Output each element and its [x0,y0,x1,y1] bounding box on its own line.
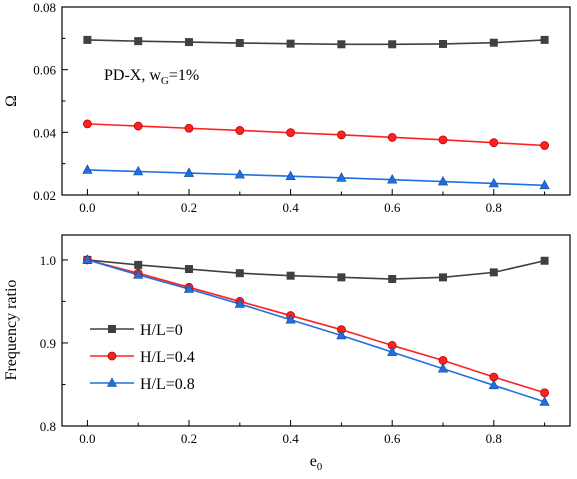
data-point-h-l-0-8 [133,165,144,176]
frequency-ratio-panel: 0.0 0.2 0.4 0.6 0.8 0.8 0.9 1.0 Frequency ratio… [3,234,571,473]
data-point-h-l-0 [388,275,397,284]
y-tick-label: 0.06 [33,63,56,78]
data-point-h-l-0-4 [83,119,92,129]
y-tick-label: 0.04 [33,125,56,140]
annotation-prefix: PD-X, w [104,67,161,84]
legend-marker-h-l-0-8 [106,377,118,387]
data-point-h-l-0-4 [235,126,245,135]
data-point-h-l-0 [388,40,397,49]
data-point-h-l-0-8 [539,396,550,406]
data-point-h-l-0-4 [184,123,194,133]
y-tick-label: 0.02 [33,188,56,203]
x-tick-label: 0.6 [384,431,401,446]
parameter-annotation: PD-X, wG=1% [104,67,199,87]
data-point-h-l-0 [286,39,295,48]
data-point-h-l-0-8 [387,346,398,356]
data-point-h-l-0-8 [183,167,195,177]
x-tick-label: 0.2 [181,200,197,215]
data-point-h-l-0 [439,39,447,48]
data-point-h-l-0 [540,256,549,265]
x-tick-label: 0.8 [486,200,502,215]
data-point-h-l-0-8 [234,298,245,308]
data-point-h-l-0 [134,260,143,269]
data-point-h-l-0-4 [286,128,296,138]
legend: H/L=0 H/L=0.4 H/L=0.8 [90,322,195,393]
frequency-ratio-y-axis-label: Frequency ratio [3,280,20,381]
data-point-h-l-0-8 [437,363,449,373]
x-axis-label-main: e [310,453,317,470]
data-point-h-l-0-8 [234,169,245,179]
data-point-h-l-0 [489,38,498,47]
data-point-h-l-0-4 [540,141,549,150]
x-tick-label: 0.4 [282,200,299,215]
data-point-h-l-0 [185,38,193,47]
data-point-h-l-0-8 [82,254,93,264]
data-point-h-l-0 [83,35,92,44]
data-point-h-l-0-8 [539,179,550,190]
y-tick-label: 0.9 [40,336,56,351]
legend-label-h-l-0-4: H/L=0.4 [140,349,195,366]
x-tick-label: 0.6 [384,200,401,215]
legend-marker-h-l-0 [108,325,116,333]
y-tick-label: 0.08 [33,0,56,15]
data-point-h-l-0-4 [133,121,143,131]
frequency-ratio-plot-frame [61,234,571,427]
omega-panel: 0.0 0.2 0.4 0.6 0.8 0.02 0.04 0.06 0.08 Ω PD-X, … [3,0,571,215]
legend-label-h-l-0: H/L=0 [140,322,183,339]
x-tick-label: 0.2 [181,431,197,446]
data-point-h-l-0-8 [488,177,499,188]
series-line-h-l-0-8 [87,169,545,187]
data-point-h-l-0 [185,265,193,274]
series-line-h-l-0 [87,39,545,46]
data-point-h-l-0-4 [387,132,397,142]
series-line-h-l-0-8 [87,259,545,403]
data-point-h-l-0 [489,268,498,277]
data-point-h-l-0-4 [540,388,549,398]
data-point-h-l-0-8 [488,379,499,390]
series-line-h-l-0-4 [87,123,545,147]
data-point-h-l-0 [286,271,295,280]
data-point-h-l-0-8 [387,174,398,184]
data-point-h-l-0 [337,40,346,49]
omega-y-axis-label: Ω [3,95,20,107]
x-tick-label: 0.0 [79,200,95,215]
y-tick-label: 1.0 [40,253,56,268]
data-point-h-l-0-8 [285,170,296,180]
data-point-h-l-0-8 [336,172,347,182]
data-point-h-l-0-4 [489,138,499,148]
data-point-h-l-0 [337,273,346,282]
annotation-subscript: G [161,75,169,87]
data-point-h-l-0 [540,35,549,44]
series-line-h-l-0 [87,259,545,280]
data-point-h-l-0-8 [437,175,449,186]
data-point-h-l-0-4 [438,135,448,145]
x-axis-label: e0 [310,453,323,473]
x-axis-label-subscript: 0 [317,461,323,473]
legend-marker-h-l-0-4 [107,351,117,361]
data-point-h-l-0-4 [336,130,346,140]
x-tick-label: 0.8 [486,431,502,446]
legend-label-h-l-0-8: H/L=0.8 [140,376,195,393]
y-tick-label: 0.8 [40,419,56,434]
data-point-h-l-0-8 [133,269,144,279]
data-point-h-l-0-8 [82,164,93,174]
data-point-h-l-0 [439,273,447,282]
annotation-suffix: =1% [169,67,199,84]
series-line-h-l-0-4 [87,259,545,394]
data-point-h-l-0-8 [285,314,296,324]
x-tick-label: 0.0 [79,431,95,446]
data-point-h-l-0 [235,269,244,278]
data-point-h-l-0-8 [183,283,195,293]
data-point-h-l-0-8 [336,329,347,340]
data-point-h-l-0 [134,37,143,46]
data-point-h-l-0 [235,39,244,48]
x-tick-label: 0.4 [282,431,299,446]
